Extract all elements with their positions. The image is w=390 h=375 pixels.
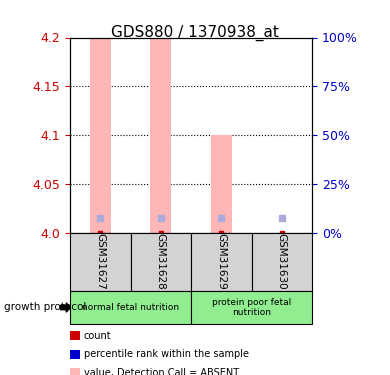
Text: count: count: [84, 331, 112, 340]
Text: GSM31629: GSM31629: [216, 233, 226, 290]
Bar: [90, 38, 111, 232]
Text: GSM31627: GSM31627: [96, 233, 105, 290]
Text: value, Detection Call = ABSENT: value, Detection Call = ABSENT: [84, 368, 239, 375]
Text: growth protocol: growth protocol: [4, 303, 86, 312]
Text: normal fetal nutrition: normal fetal nutrition: [82, 303, 179, 312]
Text: GSM31628: GSM31628: [156, 233, 166, 290]
Text: protein poor fetal
nutrition: protein poor fetal nutrition: [212, 298, 291, 317]
Text: GDS880 / 1370938_at: GDS880 / 1370938_at: [111, 24, 279, 40]
Text: percentile rank within the sample: percentile rank within the sample: [84, 350, 249, 359]
Bar: [211, 135, 232, 232]
Bar: [150, 38, 172, 232]
Text: GSM31630: GSM31630: [277, 233, 287, 290]
